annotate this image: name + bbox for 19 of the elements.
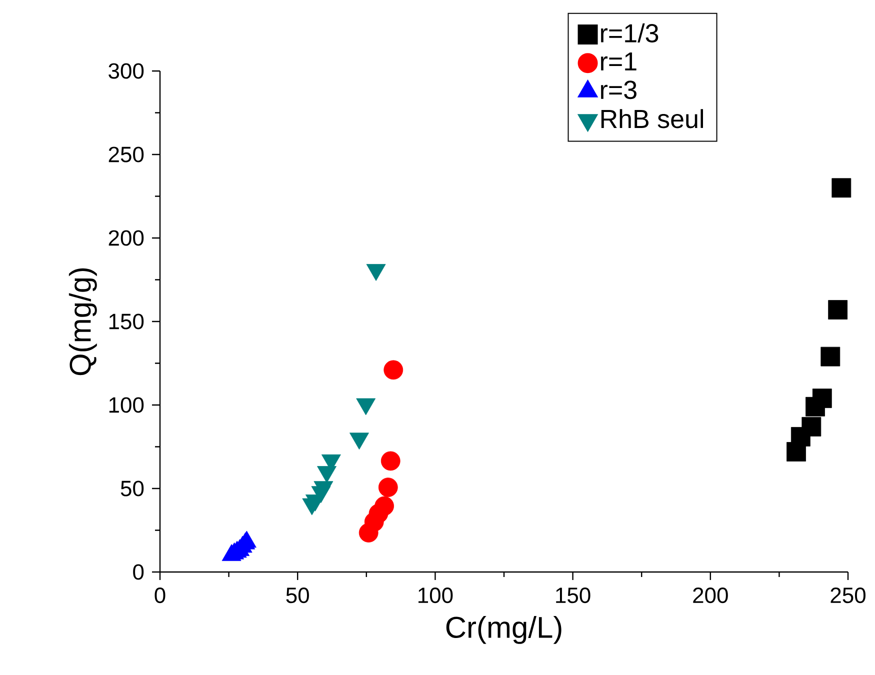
x-tick-label: 150 [556, 588, 590, 604]
y-tick-label: 50 [120, 480, 144, 496]
x-tick-label: 100 [418, 588, 453, 604]
legend-label: r=3 [601, 80, 636, 100]
y-tick-label: 150 [109, 314, 144, 330]
legend-label: RhB seul [601, 109, 704, 128]
y-tick-label: 200 [108, 230, 144, 246]
legend-label: r=1 [601, 52, 636, 70]
y-axis-title: Q(mg/g) [68, 268, 97, 376]
x-axis-title: Cr(mg/L) [446, 616, 562, 644]
y-tick-label: 0 [133, 564, 144, 580]
y-tick-label: 300 [108, 63, 144, 79]
y-tick-label: 250 [108, 146, 144, 162]
x-tick-label: 250 [830, 588, 866, 604]
x-tick-label: 200 [693, 588, 728, 604]
y-tick-label: 100 [109, 397, 144, 413]
x-tick-label: 50 [286, 588, 309, 604]
legend-label: r=1/3 [601, 23, 658, 42]
x-tick-label: 0 [154, 588, 166, 604]
